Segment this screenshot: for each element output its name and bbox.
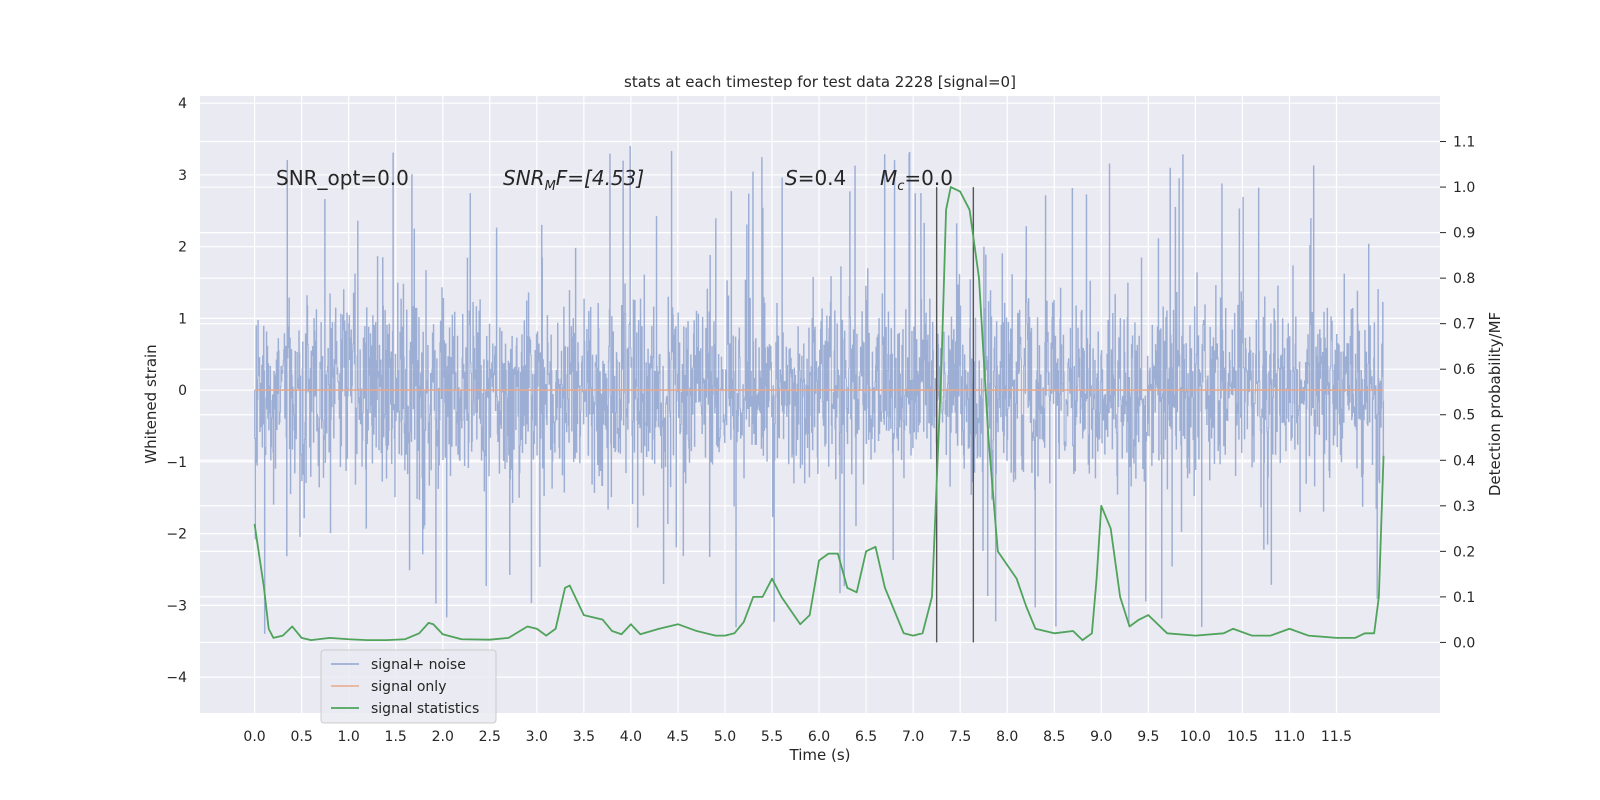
y-right-tick-label-7: 0.7 <box>1453 317 1475 333</box>
x-tick-label-13: 6.5 <box>855 729 877 745</box>
y-left-tick-label-6: 2 <box>178 240 187 256</box>
y-axis-left-ticks: −4 −3 −2 −1 0 1 2 3 4 <box>166 96 187 686</box>
legend: signal+ noise signal only signal statist… <box>321 650 496 723</box>
annotation-mc-value: =0.0 <box>904 166 953 190</box>
x-axis-ticks: 0.0 0.5 1.0 1.5 2.0 2.5 3.0 3.5 4.0 4.5 5.0 5.5 6.0 6… <box>243 729 1352 745</box>
y-left-tick-label-7: 3 <box>178 168 187 184</box>
y-right-tick-label-9: 0.9 <box>1453 226 1475 242</box>
annotation-snr-opt: SNR_opt=0.0 <box>276 166 409 190</box>
x-tick-label-8: 4.0 <box>620 729 642 745</box>
annotation-mc-sub: c <box>897 179 904 194</box>
x-tick-label-0: 0.0 <box>243 729 265 745</box>
y-right-tick-label-4: 0.4 <box>1453 453 1475 469</box>
x-tick-label-18: 9.0 <box>1090 729 1112 745</box>
y-right-tick-label-0: 0.0 <box>1453 635 1475 651</box>
annotation-s-symbol: S <box>785 166 798 190</box>
y-left-tick-label-2: −2 <box>166 527 187 543</box>
y-axis-right-ticks: 0.0 0.1 0.2 0.3 0.4 0.5 0.6 0.7 0.8 0.9 1.0 1.1 <box>1440 135 1475 652</box>
y-axis-right-label: Detection probability/MF <box>1486 312 1504 496</box>
x-tick-label-19: 9.5 <box>1137 729 1159 745</box>
x-axis-label: Time (s) <box>789 746 851 764</box>
x-tick-label-10: 5.0 <box>714 729 736 745</box>
x-tick-label-1: 0.5 <box>290 729 312 745</box>
y-right-tick-label-11: 1.1 <box>1453 135 1475 151</box>
y-right-tick-label-10: 1.0 <box>1453 180 1475 196</box>
annotation-snr-mf: SNRMF=[4.53] <box>503 166 644 194</box>
x-tick-label-22: 11.0 <box>1274 729 1305 745</box>
x-tick-label-20: 10.0 <box>1180 729 1211 745</box>
x-tick-label-21: 10.5 <box>1227 729 1258 745</box>
legend-label-signal-only: signal only <box>371 679 446 695</box>
x-tick-label-9: 4.5 <box>667 729 689 745</box>
y-left-tick-label-5: 1 <box>178 311 187 327</box>
y-right-tick-label-8: 0.8 <box>1453 271 1475 287</box>
y-left-tick-label-8: 4 <box>178 96 187 112</box>
annotation-s: S=0.4 <box>785 166 846 190</box>
x-tick-label-12: 6.0 <box>808 729 830 745</box>
x-tick-label-16: 8.0 <box>996 729 1018 745</box>
y-left-tick-label-1: −3 <box>166 598 187 614</box>
y-right-tick-label-5: 0.5 <box>1453 408 1475 424</box>
legend-label-signal-noise: signal+ noise <box>371 657 466 673</box>
x-tick-label-17: 8.5 <box>1043 729 1065 745</box>
annotation-snr-mf-base: SNR <box>503 166 545 190</box>
x-tick-label-4: 2.0 <box>432 729 454 745</box>
annotation-snr-mf-value: F=[4.53] <box>556 166 644 190</box>
x-tick-label-6: 3.0 <box>526 729 548 745</box>
annotation-mc-symbol: M <box>880 166 897 190</box>
y-right-tick-label-3: 0.3 <box>1453 499 1475 515</box>
x-tick-label-14: 7.0 <box>902 729 924 745</box>
y-right-tick-label-1: 0.1 <box>1453 590 1475 606</box>
x-tick-label-2: 1.0 <box>338 729 360 745</box>
annotation-s-value: =0.4 <box>798 166 847 190</box>
x-tick-label-11: 5.5 <box>761 729 783 745</box>
x-tick-label-7: 3.5 <box>573 729 595 745</box>
y-left-tick-label-4: 0 <box>178 383 187 399</box>
y-axis-left-label: Whitened strain <box>142 344 160 463</box>
y-left-tick-label-0: −4 <box>166 670 187 686</box>
annotation-mc: Mc=0.0 <box>880 166 953 194</box>
legend-label-signal-statistics: signal statistics <box>371 701 479 717</box>
y-right-tick-label-2: 0.2 <box>1453 544 1475 560</box>
y-right-tick-label-6: 0.6 <box>1453 362 1475 378</box>
chart-title: stats at each timestep for test data 222… <box>624 73 1016 91</box>
x-tick-label-5: 2.5 <box>479 729 501 745</box>
x-tick-label-23: 11.5 <box>1321 729 1352 745</box>
y-left-tick-label-3: −1 <box>166 455 187 471</box>
x-tick-label-3: 1.5 <box>385 729 407 745</box>
annotation-snr-mf-sub: M <box>545 179 556 194</box>
x-tick-label-15: 7.5 <box>949 729 971 745</box>
